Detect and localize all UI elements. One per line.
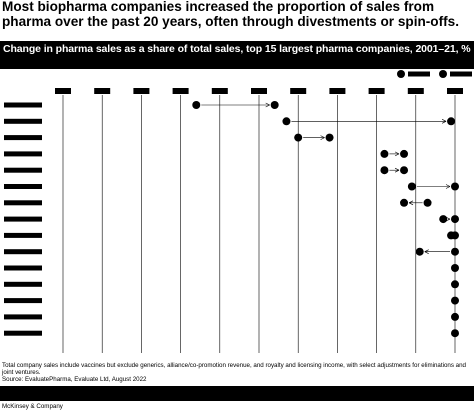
dot-2001 — [282, 117, 291, 126]
x-tick-label — [55, 88, 71, 94]
company-label — [4, 167, 42, 173]
dot-2021 — [270, 101, 279, 109]
company-label — [4, 298, 42, 304]
company-label — [4, 281, 42, 287]
dot-2001 — [407, 182, 416, 191]
company-label — [4, 232, 42, 238]
dot-2001 — [439, 215, 448, 224]
x-tick-label — [368, 88, 385, 94]
gridlines — [62, 95, 456, 353]
dot-2021 — [400, 166, 409, 175]
dot-2001 — [192, 101, 201, 109]
chart-legend — [397, 70, 472, 78]
x-tick-label — [329, 88, 346, 94]
x-tick-label — [211, 88, 228, 94]
dot-2001 — [451, 264, 459, 272]
footer-bar — [0, 386, 474, 401]
dot-2001 — [380, 149, 389, 158]
dot-2001 — [451, 247, 459, 256]
company-label — [4, 118, 42, 124]
x-tick-label — [133, 88, 150, 94]
change-arrowhead — [320, 135, 325, 140]
dot-2001 — [423, 198, 432, 207]
footnote-text: Total company sales include vaccines but… — [2, 362, 466, 376]
chart-footnote: Total company sales include vaccines but… — [2, 362, 470, 383]
change-arrowhead — [394, 151, 400, 157]
company-label — [4, 216, 42, 222]
company-label — [4, 314, 42, 320]
legend-marker-2001 — [397, 70, 405, 78]
change-arrowhead — [394, 167, 400, 173]
dot-2021 — [451, 182, 459, 191]
dot-2021 — [325, 133, 334, 142]
dot-2021 — [451, 215, 459, 224]
x-tick-label — [447, 88, 463, 94]
company-rows — [4, 101, 459, 338]
headline: Most biopharma companies increased the p… — [2, 0, 459, 29]
legend-label-2001 — [408, 71, 430, 77]
dot-2001 — [451, 312, 459, 321]
dot-2001 — [380, 166, 389, 175]
dot-2021 — [415, 247, 424, 256]
x-tick-label — [172, 88, 189, 94]
change-arrowhead — [441, 119, 447, 124]
change-arrowhead — [408, 200, 414, 206]
change-arrowhead — [424, 249, 429, 254]
company-label — [4, 184, 42, 189]
dot-2001 — [451, 280, 459, 289]
brand-name: McKinsey & Company — [2, 403, 63, 410]
company-label — [4, 330, 42, 336]
dot-2021 — [447, 117, 456, 126]
legend-label-2021 — [450, 71, 472, 77]
company-label — [4, 265, 42, 271]
dot-2021 — [451, 231, 459, 240]
legend-marker-2021 — [439, 70, 447, 78]
source-text: Source: EvaluatePharma, Evaluate Ltd, Au… — [2, 376, 147, 383]
company-label — [4, 200, 42, 206]
company-label — [4, 249, 42, 255]
change-arrowhead — [445, 184, 451, 189]
dot-2001 — [294, 133, 303, 142]
x-axis-ticks — [55, 88, 463, 94]
company-label — [4, 151, 42, 157]
change-arrowhead — [265, 102, 270, 108]
x-tick-label — [407, 88, 424, 94]
x-tick-label — [251, 88, 267, 94]
chart-title: Change in pharma sales as a share of tot… — [3, 43, 471, 55]
dot-2021 — [400, 198, 409, 207]
dot-2001 — [451, 329, 459, 338]
company-label — [4, 102, 42, 108]
dot-2001 — [451, 296, 459, 305]
x-tick-label — [94, 88, 111, 94]
dot-2021 — [400, 149, 409, 158]
x-tick-label — [290, 88, 307, 94]
company-label — [4, 135, 42, 141]
dumbbell-chart — [4, 70, 472, 353]
chart-subtitle-bar: Change in pharma sales as a share of tot… — [0, 41, 474, 69]
